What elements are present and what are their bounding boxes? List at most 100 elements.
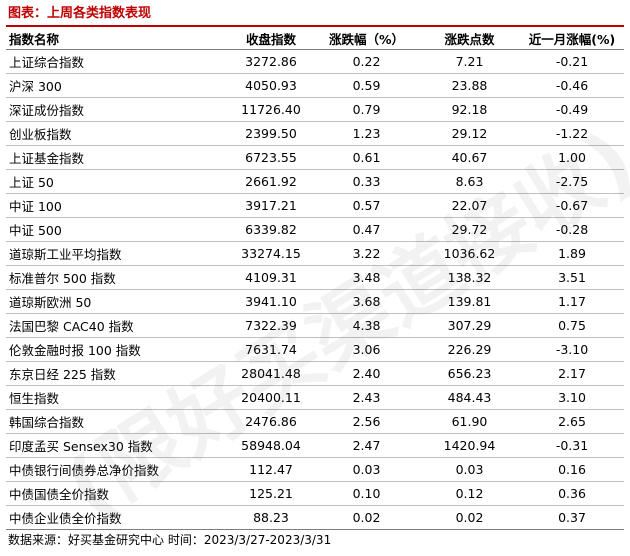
change-points-cell: 484.43 <box>419 385 520 410</box>
month-change-cell: -0.67 <box>520 193 624 218</box>
change-pct-cell: 0.02 <box>314 505 419 530</box>
change-pct-cell: 3.48 <box>314 265 419 290</box>
month-change-cell: 1.00 <box>520 145 624 170</box>
change-pct-cell: 0.10 <box>314 481 419 506</box>
index-name-cell: 恒生指数 <box>6 385 228 410</box>
change-pct-cell: 2.56 <box>314 409 419 434</box>
table-row: 伦敦金融时报 100 指数 7631.74 3.06 226.29 -3.10 <box>6 337 624 362</box>
close-cell: 58948.04 <box>228 433 314 458</box>
close-cell: 28041.48 <box>228 361 314 386</box>
index-name-cell: 道琼斯工业平均指数 <box>6 241 228 266</box>
close-cell: 6339.82 <box>228 217 314 242</box>
table-row: 上证基金指数 6723.55 0.61 40.67 1.00 <box>6 145 624 170</box>
month-change-cell: 2.17 <box>520 361 624 386</box>
change-points-cell: 29.72 <box>419 217 520 242</box>
index-name-cell: 上证基金指数 <box>6 145 228 170</box>
index-name-cell: 中债银行间债券总净价指数 <box>6 457 228 482</box>
month-change-cell: 3.51 <box>520 265 624 290</box>
change-pct-cell: 2.47 <box>314 433 419 458</box>
close-cell: 20400.11 <box>228 385 314 410</box>
index-name-cell: 伦敦金融时报 100 指数 <box>6 337 228 362</box>
month-change-cell: 3.10 <box>520 385 624 410</box>
table-row: 中证 500 6339.82 0.47 29.72 -0.28 <box>6 217 624 242</box>
change-points-cell: 226.29 <box>419 337 520 362</box>
month-change-cell: -1.22 <box>520 121 624 146</box>
table-row: 恒生指数 20400.11 2.43 484.43 3.10 <box>6 385 624 410</box>
month-change-cell: -0.28 <box>520 217 624 242</box>
month-change-cell: 2.65 <box>520 409 624 434</box>
change-points-cell: 22.07 <box>419 193 520 218</box>
close-cell: 7322.39 <box>228 313 314 338</box>
table-row: 沪深 300 4050.93 0.59 23.88 -0.46 <box>6 73 624 98</box>
index-name-cell: 法国巴黎 CAC40 指数 <box>6 313 228 338</box>
table-body: 上证综合指数 3272.86 0.22 7.21 -0.21 沪深 300 4050.93 0… <box>6 49 624 530</box>
month-change-cell: -0.46 <box>520 73 624 98</box>
column-header-month-change: 近一月涨幅(%) <box>520 27 624 50</box>
change-points-cell: 7.21 <box>419 49 520 74</box>
month-change-cell: 0.16 <box>520 457 624 482</box>
close-cell: 125.21 <box>228 481 314 506</box>
change-points-cell: 23.88 <box>419 73 520 98</box>
index-name-cell: 沪深 300 <box>6 73 228 98</box>
close-cell: 2399.50 <box>228 121 314 146</box>
index-name-cell: 印度孟买 Sensex30 指数 <box>6 433 228 458</box>
change-pct-cell: 3.06 <box>314 337 419 362</box>
month-change-cell: 1.17 <box>520 289 624 314</box>
month-change-cell: 0.75 <box>520 313 624 338</box>
month-change-cell: -0.31 <box>520 433 624 458</box>
table-row: 中证 100 3917.21 0.57 22.07 -0.67 <box>6 193 624 218</box>
month-change-cell: 0.36 <box>520 481 624 506</box>
close-cell: 3941.10 <box>228 289 314 314</box>
index-name-cell: 标准普尔 500 指数 <box>6 265 228 290</box>
table-row: 创业板指数 2399.50 1.23 29.12 -1.22 <box>6 121 624 146</box>
column-header-change-points: 涨跌点数 <box>419 27 520 50</box>
column-header-close: 收盘指数 <box>228 27 314 50</box>
table-row: 道琼斯工业平均指数 33274.15 3.22 1036.62 1.89 <box>6 241 624 266</box>
table-row: 中债国债全价指数 125.21 0.10 0.12 0.36 <box>6 481 624 506</box>
month-change-cell: 1.89 <box>520 241 624 266</box>
index-name-cell: 道琼斯欧洲 50 <box>6 289 228 314</box>
change-pct-cell: 0.59 <box>314 73 419 98</box>
change-points-cell: 40.67 <box>419 145 520 170</box>
table-row: 上证 50 2661.92 0.33 8.63 -2.75 <box>6 169 624 194</box>
index-name-cell: 中债企业债全价指数 <box>6 505 228 530</box>
index-name-cell: 韩国综合指数 <box>6 409 228 434</box>
month-change-cell: -3.10 <box>520 337 624 362</box>
index-name-cell: 上证 50 <box>6 169 228 194</box>
index-name-cell: 创业板指数 <box>6 121 228 146</box>
index-name-cell: 上证综合指数 <box>6 49 228 74</box>
change-pct-cell: 0.61 <box>314 145 419 170</box>
close-cell: 33274.15 <box>228 241 314 266</box>
month-change-cell: -2.75 <box>520 169 624 194</box>
table-header-row: 指数名称 收盘指数 涨跌幅（%） 涨跌点数 近一月涨幅(%) <box>6 27 624 50</box>
change-pct-cell: 0.57 <box>314 193 419 218</box>
change-points-cell: 8.63 <box>419 169 520 194</box>
close-cell: 3272.86 <box>228 49 314 74</box>
close-cell: 88.23 <box>228 505 314 530</box>
change-points-cell: 0.03 <box>419 457 520 482</box>
table-title: 图表：上周各类指数表现 <box>8 6 152 21</box>
month-change-cell: 0.37 <box>520 505 624 530</box>
change-pct-cell: 0.47 <box>314 217 419 242</box>
close-cell: 3917.21 <box>228 193 314 218</box>
change-pct-cell: 0.22 <box>314 49 419 74</box>
index-name-cell: 深证成份指数 <box>6 97 228 122</box>
index-name-cell: 中债国债全价指数 <box>6 481 228 506</box>
month-change-cell: -0.49 <box>520 97 624 122</box>
close-cell: 4050.93 <box>228 73 314 98</box>
change-pct-cell: 3.68 <box>314 289 419 314</box>
table-row: 印度孟买 Sensex30 指数 58948.04 2.47 1420.94 -0.31 <box>6 433 624 458</box>
index-performance-table: 指数名称 收盘指数 涨跌幅（%） 涨跌点数 近一月涨幅(%) 上证综合指数 327… <box>6 27 624 530</box>
close-cell: 7631.74 <box>228 337 314 362</box>
change-pct-cell: 0.79 <box>314 97 419 122</box>
change-points-cell: 61.90 <box>419 409 520 434</box>
close-cell: 11726.40 <box>228 97 314 122</box>
close-cell: 4109.31 <box>228 265 314 290</box>
change-pct-cell: 3.22 <box>314 241 419 266</box>
change-points-cell: 29.12 <box>419 121 520 146</box>
change-pct-cell: 0.33 <box>314 169 419 194</box>
index-name-cell: 中证 100 <box>6 193 228 218</box>
table-row: 深证成份指数 11726.40 0.79 92.18 -0.49 <box>6 97 624 122</box>
change-points-cell: 1036.62 <box>419 241 520 266</box>
change-points-cell: 139.81 <box>419 289 520 314</box>
